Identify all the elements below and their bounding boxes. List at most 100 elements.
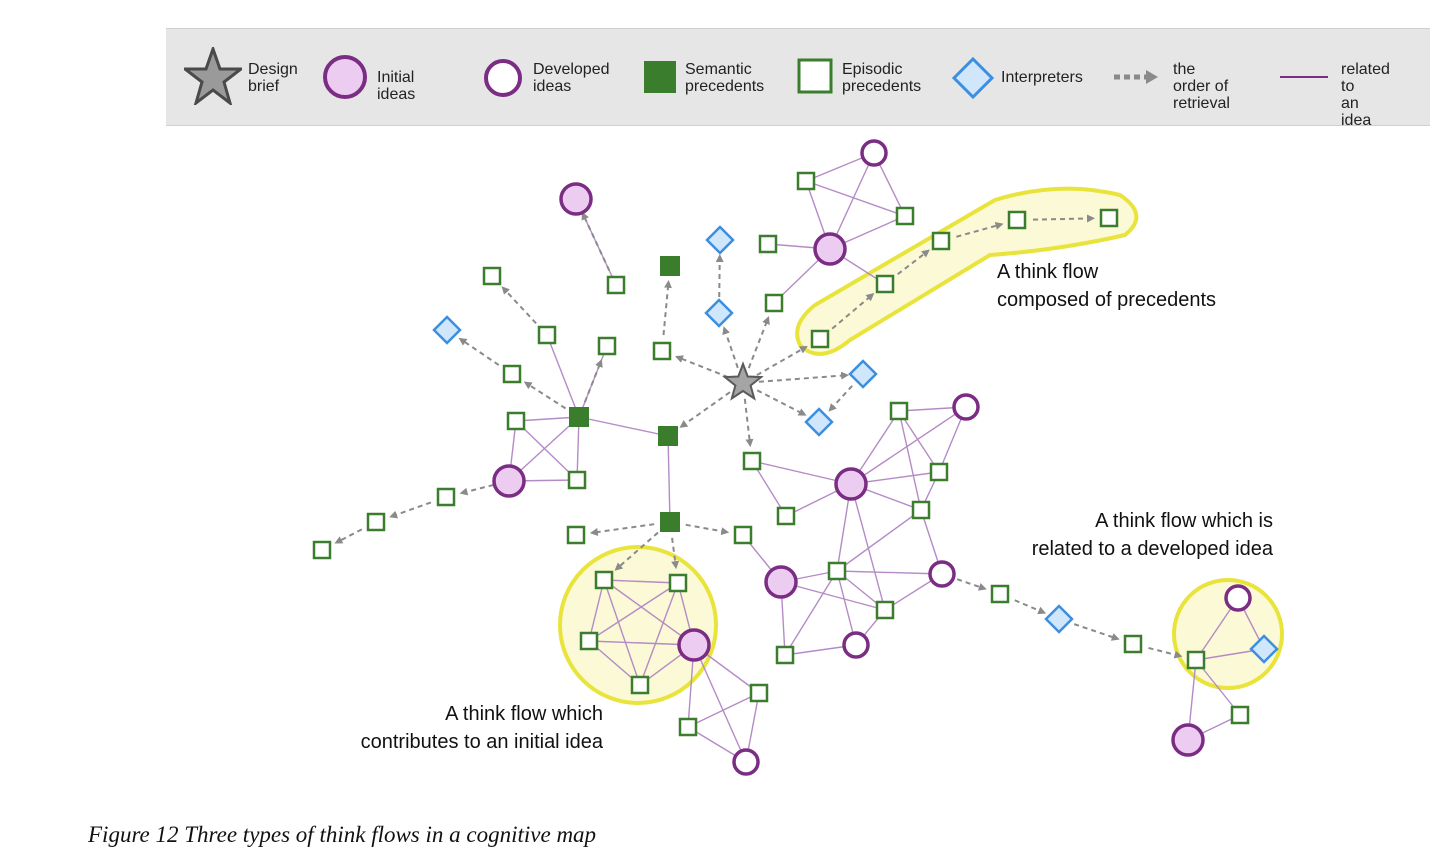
retrieval-arrow xyxy=(675,355,729,379)
retrieval-arrow xyxy=(662,279,672,336)
retrieval-arrow xyxy=(956,222,1004,238)
retrieval-arrow xyxy=(758,371,850,383)
retrieval-arrow xyxy=(747,316,770,369)
initial-idea-node xyxy=(834,467,868,501)
retrieval-arrow xyxy=(715,253,724,298)
relation-line xyxy=(850,406,967,485)
episodic-precedent-node xyxy=(931,231,951,251)
retrieval-arrow xyxy=(583,359,603,403)
retrieval-arrow xyxy=(756,389,807,416)
semantic-precedent-node xyxy=(660,256,680,276)
developed-idea-node xyxy=(928,560,956,588)
relation-line xyxy=(836,509,922,572)
episodic-precedent-node xyxy=(506,411,526,431)
legend-design-brief-label: Design brief xyxy=(248,61,298,95)
legend-order-of-retrieval-label: the order of retrieval xyxy=(1173,61,1230,112)
relation-line xyxy=(576,416,580,481)
retrieval-arrow xyxy=(334,528,363,544)
relation-line xyxy=(515,416,580,422)
episodic-precedent-node xyxy=(875,274,895,294)
legend-semantic-precedents-label: Semantic precedents xyxy=(685,61,765,95)
episodic-precedent-node xyxy=(796,171,816,191)
retrieval-arrow xyxy=(589,523,655,536)
retrieval-arrow xyxy=(897,249,930,276)
relation-line xyxy=(836,570,943,575)
initial-idea-node xyxy=(813,232,847,266)
retrieval-arrow xyxy=(756,345,808,376)
relation-line xyxy=(850,483,886,611)
episodic-precedent-node xyxy=(630,675,650,695)
interpreter-node xyxy=(1044,604,1074,634)
relation-line xyxy=(780,581,886,611)
developed-idea-node xyxy=(952,393,980,421)
episodic-precedent-node xyxy=(758,234,778,254)
retrieval-arrow xyxy=(1032,214,1096,223)
dashed-arrow-icon xyxy=(1114,70,1158,84)
legend-episodic-precedents-label: Episodic precedents xyxy=(842,61,922,95)
episodic-precedent-node xyxy=(312,540,332,560)
relation-line xyxy=(578,416,669,437)
relation-line-icon xyxy=(1280,76,1328,78)
interpreter-node xyxy=(704,298,734,328)
retrieval-arrow xyxy=(581,211,611,271)
legend-interpreters-label: Interpreters xyxy=(1001,69,1083,86)
episodic-precedent-node xyxy=(775,645,795,665)
relation-line xyxy=(588,640,695,646)
relation-line xyxy=(603,579,679,584)
relation-line xyxy=(667,435,671,523)
episodic-precedent-node xyxy=(895,206,915,226)
highlight-precedent-flow xyxy=(795,186,1139,356)
episodic-precedent-node xyxy=(1099,208,1119,228)
episodic-precedent-node xyxy=(990,584,1010,604)
episodic-precedent-node xyxy=(827,561,847,581)
developed-idea-node xyxy=(732,748,760,776)
initial-idea-node xyxy=(559,182,593,216)
episodic-precedent-node xyxy=(482,266,502,286)
nodes-layer xyxy=(312,139,1279,776)
episodic-precedent-node xyxy=(678,717,698,737)
retrieval-arrow xyxy=(679,391,731,428)
episodic-precedent-node xyxy=(1007,210,1027,230)
retrieval-arrow xyxy=(389,501,432,519)
semantic-precedent-node xyxy=(569,407,589,427)
relation-line xyxy=(693,644,747,763)
interpreter-node xyxy=(705,225,735,255)
episodic-precedent-node xyxy=(597,336,617,356)
interpreter-node xyxy=(804,407,834,437)
relation-line xyxy=(898,410,940,473)
retrieval-arrow xyxy=(501,286,537,324)
developed-idea-node xyxy=(1224,584,1252,612)
retrieval-arrow xyxy=(614,531,659,571)
episodic-precedent-node xyxy=(875,600,895,620)
episodic-precedent-node xyxy=(764,293,784,313)
episodic-precedent-node xyxy=(889,401,909,421)
figure-caption: Figure 12 Three types of think flows in … xyxy=(88,822,597,847)
developed-idea-node xyxy=(842,631,870,659)
legend-bar: Design brief Initial ideas Developed ide… xyxy=(166,28,1430,129)
interpreter-icon xyxy=(952,57,994,99)
episodic-precedent-node xyxy=(579,631,599,651)
annotation-precedents-flow: A think flow composed of precedents xyxy=(997,261,1217,311)
episodic-precedent-node xyxy=(594,570,614,590)
episodic-precedent-node xyxy=(652,341,672,361)
episodic-precedent-node xyxy=(749,683,769,703)
episodic-precedent-node xyxy=(1123,634,1143,654)
design-brief-star xyxy=(722,361,764,401)
episodic-precedent-node xyxy=(911,500,931,520)
retrieval-arrow xyxy=(828,385,853,412)
relation-line xyxy=(639,582,679,686)
episodic-precedent-node xyxy=(668,573,688,593)
annotation-developed-flow: A think flow which is related to a devel… xyxy=(1031,510,1273,560)
annotation-initial-flow: A think flow which contributes to an ini… xyxy=(360,703,603,753)
legend-initial-ideas-label: Initial ideas xyxy=(377,69,416,103)
retrieval-arrow xyxy=(1014,599,1047,615)
episodic-precedent-node xyxy=(1230,705,1250,725)
interpreter-node xyxy=(848,359,878,389)
relation-line xyxy=(829,152,875,250)
legend-related-to-idea-label: related to an idea xyxy=(1341,61,1390,129)
relation-line xyxy=(588,582,679,642)
retrieval-arrow xyxy=(459,483,494,496)
initial-idea-node xyxy=(1171,723,1205,757)
relation-line xyxy=(603,579,641,686)
